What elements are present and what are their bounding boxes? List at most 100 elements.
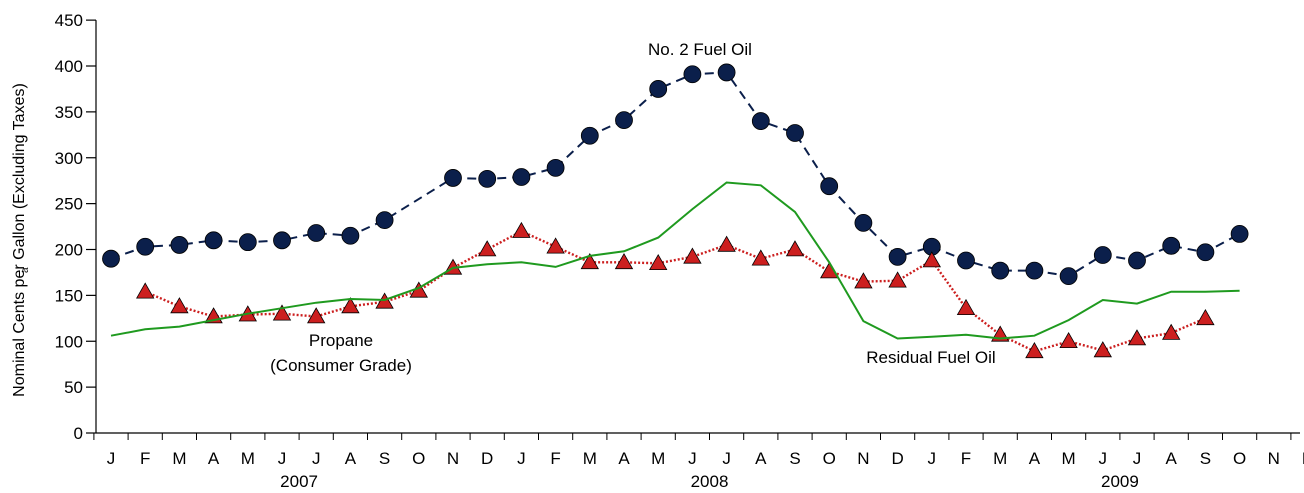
- marker-point-no-2-fuel-oil: [1059, 267, 1078, 286]
- marker-point-propane-consumer-grade: [512, 221, 531, 238]
- marker-point-propane-consumer-grade: [1093, 341, 1112, 358]
- series-layer: [102, 63, 1249, 359]
- x-tick-label: J: [517, 449, 526, 468]
- marker-point-no-2-fuel-oil: [1162, 236, 1181, 255]
- marker-point-no-2-fuel-oil: [649, 80, 668, 98]
- marker-point-no-2-fuel-oil: [991, 261, 1010, 280]
- marker-point-propane-consumer-grade: [478, 240, 497, 257]
- marker-point-no-2-fuel-oil: [854, 213, 873, 232]
- marker-point-propane-consumer-grade: [922, 251, 941, 268]
- x-tick-label: N: [447, 449, 459, 468]
- x-tick-label: M: [583, 449, 597, 468]
- marker-point-propane-consumer-grade: [683, 247, 702, 264]
- x-tick-label: S: [789, 449, 800, 468]
- x-year-label: 2008: [691, 472, 729, 491]
- marker-point-no-2-fuel-oil: [546, 158, 565, 177]
- marker-point-no-2-fuel-oil: [102, 249, 120, 268]
- x-tick-label: N: [1268, 449, 1280, 468]
- annotations: No. 2 Fuel Oil Propane (Consumer Grade) …: [270, 40, 996, 375]
- marker-point-no-2-fuel-oil: [341, 226, 360, 245]
- x-tick-label: J: [1099, 449, 1108, 468]
- marker-point-propane-consumer-grade: [1162, 323, 1181, 340]
- marker-point-no-2-fuel-oil: [683, 65, 702, 84]
- x-year-label: 2009: [1101, 472, 1139, 491]
- marker-point-propane-consumer-grade: [854, 272, 873, 289]
- x-tick-label: F: [961, 449, 971, 468]
- x-tick-label: N: [857, 449, 869, 468]
- y-tick-label: 200: [55, 241, 83, 260]
- x-tick-label: J: [107, 449, 116, 468]
- marker-point-no-2-fuel-oil: [957, 251, 975, 270]
- x-tick-label: F: [140, 449, 150, 468]
- x-tick-label: J: [278, 449, 287, 468]
- x-tick-label: A: [755, 449, 767, 468]
- marker-point-propane-consumer-grade: [272, 304, 292, 321]
- marker-point-propane-consumer-grade: [1025, 341, 1044, 359]
- marker-point-propane-consumer-grade: [785, 240, 805, 257]
- marker-point-propane-consumer-grade: [717, 235, 736, 252]
- marker-point-propane-consumer-grade: [1059, 331, 1078, 349]
- annotation-propane-subtitle: (Consumer Grade): [270, 356, 412, 375]
- x-tick-label: A: [1029, 449, 1041, 468]
- x-tick-label: M: [993, 449, 1007, 468]
- marker-point-no-2-fuel-oil: [136, 237, 155, 256]
- marker-point-no-2-fuel-oil: [1025, 261, 1044, 280]
- axes: 0 50 100 150 200 250 300 350 400 450 J F M A M J J A S O N D J…: [55, 11, 1304, 491]
- marker-point-no-2-fuel-oil: [717, 63, 736, 82]
- x-tick-label: J: [1133, 449, 1142, 468]
- y-tick-label: 250: [55, 195, 83, 214]
- annotation-propane: Propane: [309, 331, 373, 350]
- x-tick-label: O: [1233, 449, 1246, 468]
- marker-point-no-2-fuel-oil: [1196, 243, 1215, 262]
- marker-point-propane-consumer-grade: [888, 271, 907, 288]
- marker-point-no-2-fuel-oil: [478, 169, 497, 188]
- x-tick-label: J: [688, 449, 697, 468]
- marker-point-no-2-fuel-oil: [238, 233, 257, 252]
- marker-point-propane-consumer-grade: [649, 253, 668, 271]
- marker-point-propane-consumer-grade: [341, 297, 360, 314]
- x-tick-label: J: [312, 449, 321, 468]
- x-tick-label: M: [651, 449, 665, 468]
- marker-point-no-2-fuel-oil: [512, 168, 531, 186]
- y-tick-label: 300: [55, 149, 83, 168]
- y-axis-label: Nominal Cents per Gallon (Excluding Taxe…: [11, 83, 28, 397]
- x-tick-label: D: [481, 449, 493, 468]
- y-axis-label-superscript: a: [20, 267, 31, 273]
- marker-point-propane-consumer-grade: [1196, 308, 1215, 326]
- marker-point-no-2-fuel-oil: [820, 177, 839, 196]
- marker-point-no-2-fuel-oil: [307, 224, 326, 242]
- marker-point-propane-consumer-grade: [546, 237, 565, 254]
- marker-point-no-2-fuel-oil: [615, 111, 633, 130]
- x-tick-label: A: [1166, 449, 1178, 468]
- x-tick-label: J: [722, 449, 731, 468]
- marker-point-propane-consumer-grade: [614, 252, 634, 270]
- x-tick-label: D: [891, 449, 903, 468]
- marker-point-no-2-fuel-oil: [375, 211, 394, 230]
- x-tick-label: S: [1200, 449, 1211, 468]
- annotation-no2-fuel-oil: No. 2 Fuel Oil: [648, 40, 752, 59]
- series-line-residual-fuel-oil: [110, 181, 1240, 340]
- x-tick-label: M: [172, 449, 186, 468]
- x-tick-label: A: [618, 449, 630, 468]
- x-tick-label: M: [1062, 449, 1076, 468]
- marker-point-propane-consumer-grade: [820, 262, 839, 279]
- x-tick-label: O: [823, 449, 836, 468]
- y-tick-label: 100: [55, 332, 83, 351]
- x-tick-label: O: [412, 449, 425, 468]
- marker-point-no-2-fuel-oil: [170, 236, 189, 254]
- marker-point-no-2-fuel-oil: [1230, 225, 1249, 243]
- marker-point-propane-consumer-grade: [307, 307, 326, 324]
- marker-point-no-2-fuel-oil: [1093, 246, 1112, 264]
- series-line-propane-consumer-grade: [144, 229, 1206, 353]
- marker-point-propane-consumer-grade: [580, 252, 599, 270]
- y-tick-label: 400: [55, 57, 83, 76]
- marker-point-no-2-fuel-oil: [888, 247, 907, 266]
- marker-point-propane-consumer-grade: [136, 282, 155, 299]
- marker-point-propane-consumer-grade: [751, 249, 770, 266]
- marker-point-no-2-fuel-oil: [580, 126, 599, 145]
- marker-point-no-2-fuel-oil: [273, 231, 291, 250]
- annotation-residual-fuel-oil: Residual Fuel Oil: [866, 348, 995, 367]
- y-tick-label: 450: [55, 11, 83, 30]
- marker-point-no-2-fuel-oil: [751, 112, 770, 130]
